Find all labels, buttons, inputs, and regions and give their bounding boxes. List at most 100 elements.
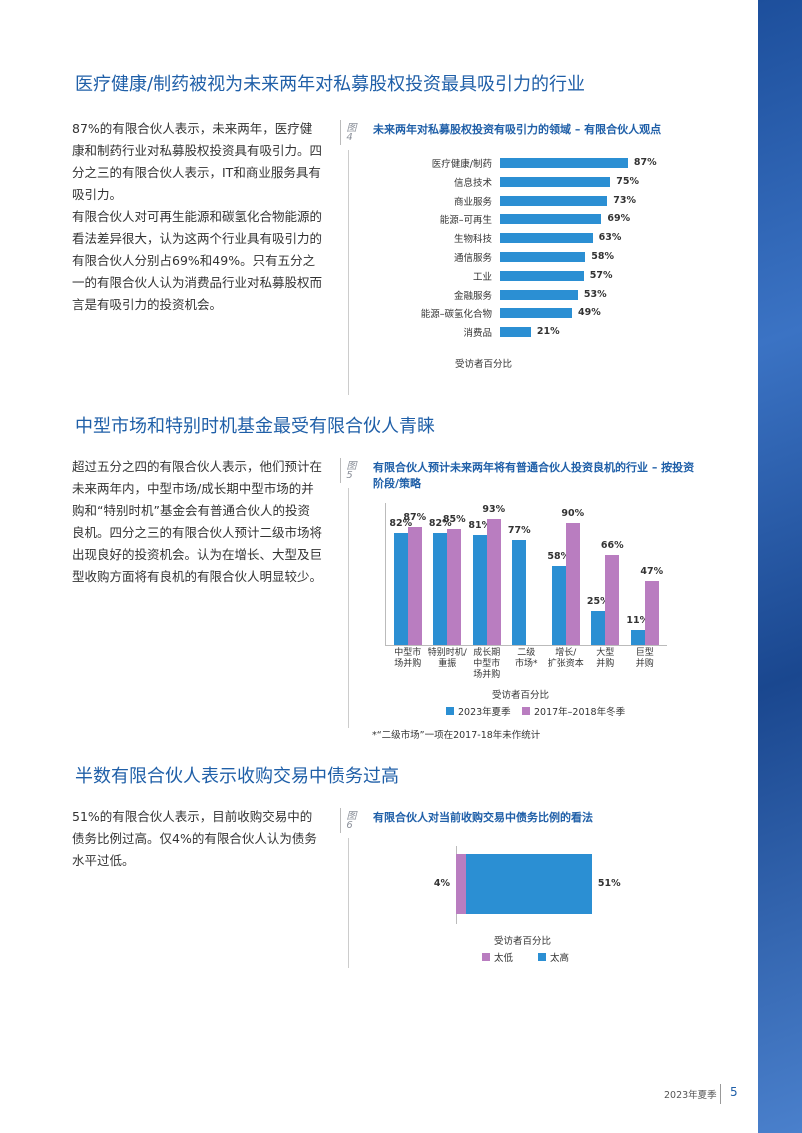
x-axis-label: 受访者百分比 xyxy=(492,690,550,701)
value-label: 73% xyxy=(613,194,637,206)
figure-rule xyxy=(348,488,349,728)
bar xyxy=(500,327,531,338)
figure-tag: 图6 xyxy=(340,808,358,833)
figure-rule xyxy=(348,838,349,968)
value-label: 87% xyxy=(633,157,657,168)
bar xyxy=(565,522,580,645)
bar xyxy=(433,533,448,645)
value-label: 69% xyxy=(607,213,631,225)
paragraph: 87%的有限合伙人表示，未来两年，医疗健康和制药行业对私募股权投资具有吸引力。四… xyxy=(72,121,323,202)
category-label: 特别时机/ 重振 xyxy=(427,648,467,669)
x-axis-line xyxy=(385,645,667,646)
value-label: 81% xyxy=(468,519,492,531)
legend-swatch xyxy=(482,953,490,961)
value-label: 49% xyxy=(578,307,601,319)
category-label: 消费品 xyxy=(463,328,492,340)
value-label: 82% xyxy=(389,518,413,530)
y-axis-line xyxy=(385,503,386,645)
value-label: 93% xyxy=(482,503,506,515)
value-label: 21% xyxy=(536,326,560,338)
bar xyxy=(500,289,578,300)
value-label: 77% xyxy=(507,525,531,537)
side-strip xyxy=(758,0,802,1133)
chart-title: 有限合伙人对当前收购交易中债务比例的看法 xyxy=(373,811,593,824)
figure-tag: 图5 xyxy=(340,458,358,483)
section-heading: 中型市场和特别时机基金最受有限合伙人青睐 xyxy=(75,416,435,437)
category-label: 成长期 中型市 场并购 xyxy=(473,648,501,680)
chart-title: 有限合伙人预计未来两年将有普通合伙人投资良机的行业 – 按投资阶段/策略 xyxy=(373,461,695,490)
bar xyxy=(500,252,586,262)
category-label: 二级 市场* xyxy=(514,648,538,669)
paragraph: 51%的有限合伙人表示，目前收购交易中的债务比例过高。仅4%的有限合伙人认为债务… xyxy=(72,809,317,868)
bar xyxy=(500,176,611,187)
value-label: 58% xyxy=(547,551,571,563)
paragraph: 超过五分之四的有限合伙人表示，他们预计在未来两年内，中型市场/成长期中型市场的并… xyxy=(72,459,323,584)
bar xyxy=(500,308,573,319)
legend-swatch xyxy=(538,953,546,961)
bar xyxy=(500,270,584,281)
value-label: 63% xyxy=(598,232,622,244)
category-label: 能源–碳氢化合物 xyxy=(420,309,492,321)
section-heading: 医疗健康/制药被视为未来两年对私募股权投资最具吸引力的行业 xyxy=(75,74,586,95)
value-label: 25% xyxy=(586,596,610,607)
bar xyxy=(591,611,606,645)
category-label: 生物科技 xyxy=(453,234,492,246)
legend-label: 太高 xyxy=(550,953,570,964)
chart-title: 未来两年对私募股权投资有吸引力的领域 – 有限合伙人观点 xyxy=(373,123,662,136)
bar xyxy=(500,233,593,244)
bar xyxy=(393,533,408,645)
section-heading: 半数有限合伙人表示收购交易中债务过高 xyxy=(75,766,399,787)
value-label: 82% xyxy=(428,518,452,530)
value-label: 85% xyxy=(442,514,466,526)
value-label: 57% xyxy=(589,269,613,281)
category-label: 金融服务 xyxy=(453,290,492,302)
category-label: 巨型 并购 xyxy=(635,648,654,669)
bar xyxy=(551,566,566,645)
bar xyxy=(472,534,487,645)
figure-tag: 图4 xyxy=(340,120,358,145)
value-label: 4% xyxy=(433,878,450,889)
value-label: 87% xyxy=(403,511,427,523)
paragraph: 有限合伙人对可再生能源和碳氢化合物能源的看法差异很大，认为这两个行业具有吸引力的… xyxy=(72,209,323,312)
bar xyxy=(447,529,462,645)
bar xyxy=(500,195,608,206)
bar xyxy=(486,518,501,645)
category-label: 信息技术 xyxy=(453,177,492,189)
bar xyxy=(500,214,602,225)
bar xyxy=(512,540,527,645)
legend-swatch xyxy=(522,707,530,715)
category-label: 增长/ 扩张资本 xyxy=(547,648,584,669)
page-number: 5 xyxy=(730,1085,738,1099)
bar-segment xyxy=(465,854,592,914)
category-label: 通信服务 xyxy=(453,253,492,264)
value-label: 53% xyxy=(583,288,607,300)
value-label: 66% xyxy=(600,540,624,552)
category-label: 大型 并购 xyxy=(596,648,615,669)
footnote: *“二级市场”一项在2017-18年未作统计 xyxy=(372,730,541,741)
bar xyxy=(500,158,628,168)
value-label: 11% xyxy=(626,615,650,627)
figure-rule xyxy=(348,150,349,395)
bar xyxy=(605,555,620,645)
bar xyxy=(630,630,645,645)
bar xyxy=(644,581,659,645)
legend-label: 太低 xyxy=(494,953,514,964)
value-label: 47% xyxy=(640,566,664,578)
x-axis-label: 受访者百分比 xyxy=(455,359,513,370)
legend-swatch xyxy=(446,707,454,715)
value-label: 58% xyxy=(591,251,614,262)
footer-label: 2023年夏季 xyxy=(664,1090,717,1101)
footer-divider xyxy=(720,1084,721,1104)
value-label: 90% xyxy=(561,507,585,519)
value-label: 75% xyxy=(616,175,639,187)
legend-label: 2023年夏季 xyxy=(458,707,511,718)
x-axis-label: 受访者百分比 xyxy=(494,936,552,947)
category-label: 商业服务 xyxy=(453,196,492,208)
bar xyxy=(407,526,422,645)
value-label: 51% xyxy=(597,878,621,889)
category-label: 中型市 场并购 xyxy=(394,648,422,669)
legend-label: 2017年–2018年冬季 xyxy=(534,707,626,718)
category-label: 能源–可再生 xyxy=(439,215,492,227)
category-label: 医疗健康/制药 xyxy=(431,159,492,170)
